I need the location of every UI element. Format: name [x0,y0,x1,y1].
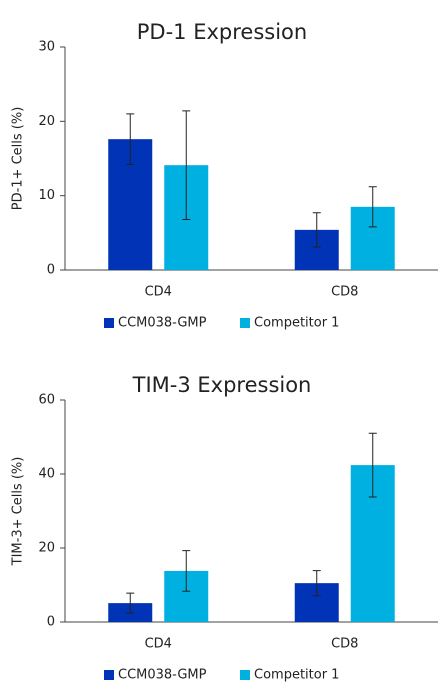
x-tick-label: CD8 [331,285,358,300]
error-bar [182,110,191,220]
legend-swatch [240,670,250,680]
y-tick-label: 20 [38,114,55,129]
error-bar [126,592,135,614]
error-bar [368,186,377,228]
error-bar [368,432,377,498]
y-tick-label: 30 [38,40,55,55]
x-tick-label: CD8 [331,637,358,652]
legend-label: CCM038-GMP [118,668,207,683]
y-tick-label: 60 [38,393,55,408]
chart-title: PD-1 Expression [137,20,307,44]
error-bar [182,550,191,592]
y-axis-label: PD-1+ Cells (%) [11,107,26,211]
x-tick-label: CD4 [145,285,172,300]
legend-swatch [104,670,114,680]
x-tick-label: CD4 [145,637,172,652]
y-tick-label: 0 [47,615,55,630]
y-tick-label: 10 [38,188,55,203]
chart-title: TIM-3 Expression [132,373,312,397]
y-axis-label: TIM-3+ Cells (%) [11,457,26,567]
y-tick-label: 40 [38,467,55,482]
legend-label: Competitor 1 [254,668,339,683]
error-bar [312,212,321,248]
legend-label: Competitor 1 [254,316,339,331]
y-tick-label: 20 [38,541,55,556]
legend-swatch [104,318,114,328]
error-bar [312,570,321,597]
legend-swatch [240,318,250,328]
legend-label: CCM038-GMP [118,316,207,331]
error-bar [126,113,135,165]
y-tick-label: 0 [47,263,55,278]
